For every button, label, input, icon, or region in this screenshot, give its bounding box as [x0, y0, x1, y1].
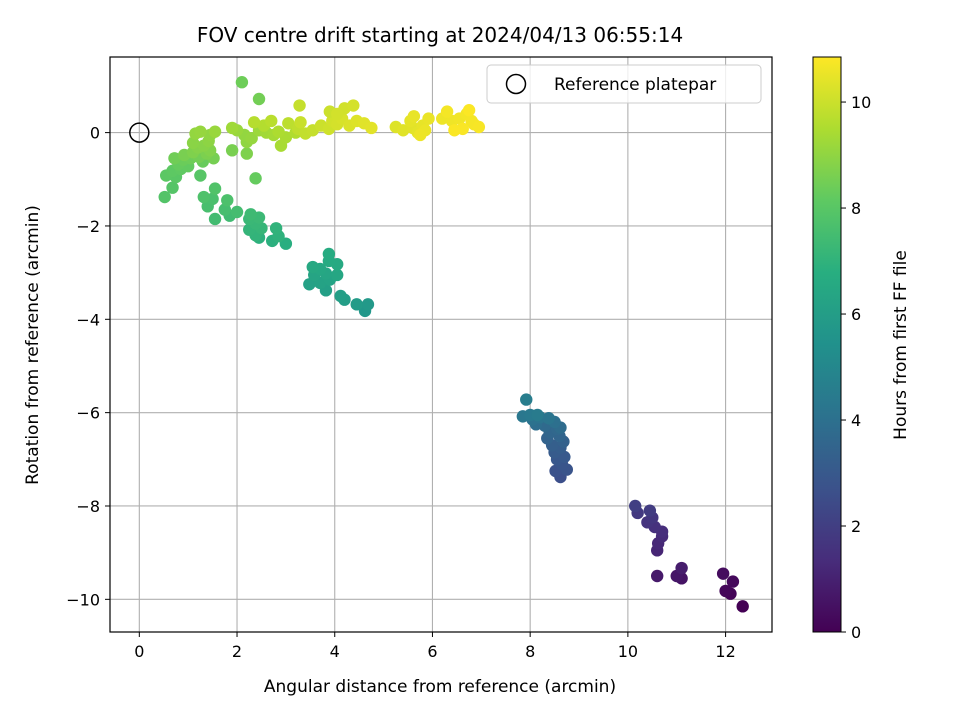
data-point — [365, 121, 378, 135]
legend-box — [486, 64, 762, 104]
data-point — [396, 124, 410, 137]
legend: Reference platepar — [486, 64, 762, 104]
data-point — [282, 117, 295, 130]
data-point — [225, 144, 239, 157]
reference-point — [129, 122, 150, 143]
y-tick-label: −10 — [66, 590, 100, 609]
data-point — [334, 289, 347, 303]
data-point — [235, 76, 249, 89]
legend-marker-reference — [505, 73, 527, 95]
data-point — [531, 408, 544, 422]
data-point — [462, 104, 476, 117]
data-point — [736, 600, 749, 613]
x-tick-label: 12 — [715, 642, 735, 661]
data-point — [249, 172, 262, 185]
data-point — [208, 125, 222, 138]
data-point — [218, 203, 232, 216]
data-point — [303, 278, 316, 291]
data-point — [643, 504, 657, 517]
data-point — [719, 584, 732, 598]
x-tick-label: 6 — [427, 642, 437, 661]
data-point — [245, 132, 258, 145]
x-tick-label: 2 — [232, 642, 242, 661]
colorbar: 0 2 4 6 8 10 — [812, 56, 871, 642]
data-point — [240, 147, 253, 160]
colorbar-tick-label: 0 — [851, 623, 861, 642]
x-tick-label: 10 — [618, 642, 638, 661]
data-point — [225, 121, 239, 135]
data-point — [208, 212, 222, 226]
data-point — [322, 247, 336, 261]
data-point — [726, 575, 740, 588]
data-point — [158, 190, 171, 204]
data-points — [129, 76, 749, 613]
data-point — [542, 412, 555, 425]
y-axis-label: Rotation from reference (arcmin) — [23, 205, 43, 485]
grid-lines — [110, 57, 772, 632]
data-point — [558, 450, 571, 464]
colorbar-tick-label: 10 — [851, 93, 871, 112]
data-point — [166, 181, 179, 194]
y-tick-label: −6 — [76, 404, 100, 423]
data-point — [629, 499, 642, 513]
data-point — [265, 114, 278, 128]
data-point — [422, 112, 435, 125]
data-point — [440, 105, 454, 118]
data-point — [330, 107, 344, 121]
y-tick-label: −2 — [76, 217, 100, 236]
x-tick-label: 4 — [330, 642, 340, 661]
data-point — [306, 260, 319, 274]
data-point — [194, 125, 207, 138]
data-point — [221, 194, 234, 207]
data-point — [244, 208, 257, 221]
data-point — [293, 99, 306, 112]
colorbar-tick-label: 6 — [851, 305, 861, 324]
data-point — [716, 567, 730, 580]
data-point — [294, 116, 307, 129]
data-point — [347, 99, 360, 112]
x-tick-label: 0 — [134, 642, 144, 661]
y-tick-label: 0 — [90, 124, 100, 143]
data-point — [247, 116, 261, 129]
data-point — [330, 268, 344, 282]
data-point — [650, 569, 664, 583]
x-tick-label: 8 — [525, 642, 535, 661]
data-point — [269, 222, 283, 235]
y-tick-label: −8 — [76, 497, 100, 516]
data-point — [361, 298, 375, 311]
y-tick-label: −4 — [76, 310, 100, 329]
data-point — [208, 182, 222, 195]
colorbar-tick-label: 2 — [851, 517, 861, 536]
data-point — [407, 110, 421, 123]
data-point — [230, 205, 244, 219]
data-point — [186, 136, 200, 150]
data-point — [675, 561, 688, 575]
axes: 0 2 4 6 8 10 12 −10 −8 −6 −4 −2 0 — [66, 56, 773, 661]
data-point — [168, 152, 181, 165]
colorbar-gradient — [812, 56, 842, 633]
plot-frame — [109, 56, 773, 633]
legend-label-reference: Reference platepar — [554, 75, 716, 95]
data-point — [414, 128, 427, 142]
chart-title: FOV centre drift starting at 2024/04/13 … — [197, 23, 683, 47]
data-point — [252, 92, 266, 106]
data-point — [197, 190, 211, 204]
data-point — [520, 393, 533, 406]
colorbar-tick-label: 4 — [851, 411, 861, 430]
data-point — [472, 120, 486, 134]
data-point — [350, 298, 363, 311]
x-axis-label: Angular distance from reference (arcmin) — [264, 677, 616, 697]
colorbar-tick-label: 8 — [851, 199, 861, 218]
colorbar-label: Hours from first FF file — [891, 250, 911, 440]
data-point — [272, 125, 285, 138]
data-point — [448, 124, 461, 137]
data-point — [194, 169, 207, 182]
